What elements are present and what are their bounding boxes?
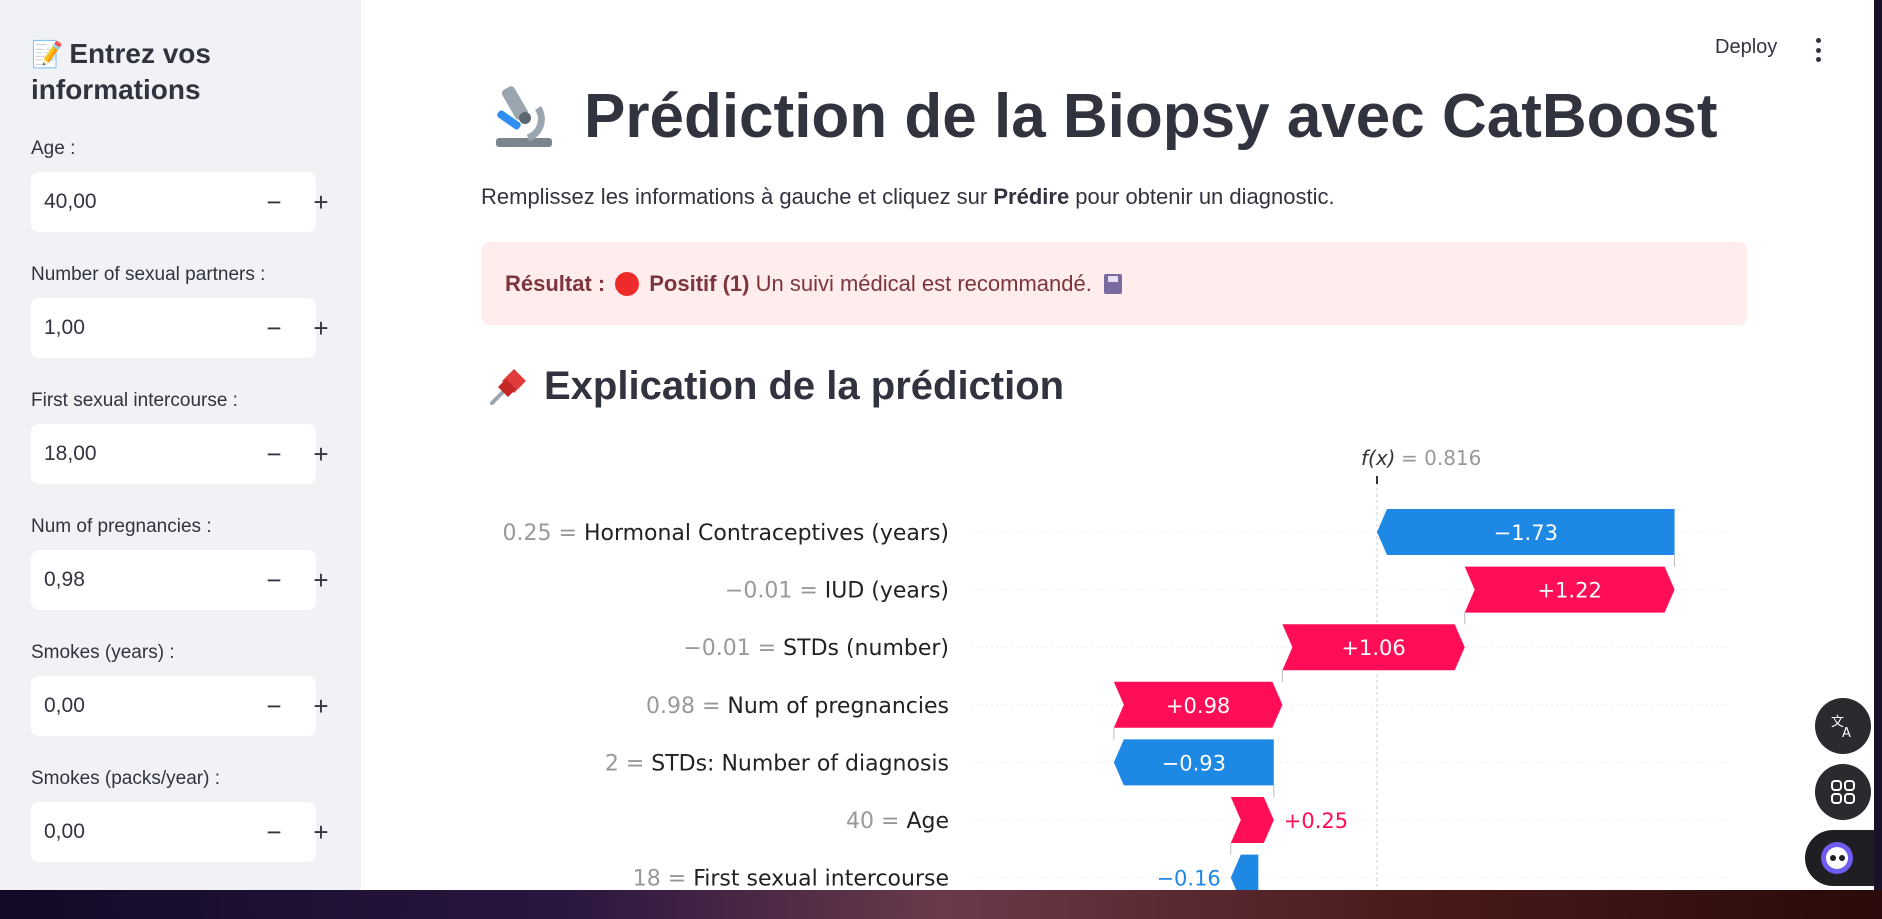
shap-value-label: +1.06 <box>1341 636 1405 660</box>
section-title: Explication de la prédiction <box>486 364 1064 409</box>
fx-label: f(x) <box>1361 446 1395 470</box>
number-input[interactable]: 0,00 − + <box>31 676 329 736</box>
feature-label: 40 = Age <box>846 809 949 834</box>
shap-bar <box>1282 624 1465 671</box>
microscope-icon <box>496 86 552 147</box>
field-label: Age : <box>31 138 76 159</box>
assistant-button[interactable] <box>1805 830 1874 886</box>
number-input[interactable]: 18,00 − + <box>31 424 329 484</box>
field-group: Smokes (packs/year) : 0,00 − + <box>31 768 330 862</box>
svg-text:A: A <box>1842 726 1851 740</box>
number-input-value[interactable]: 0,00 <box>44 694 85 717</box>
increment-button[interactable]: + <box>313 816 329 847</box>
translate-icon: 文 A <box>1831 715 1851 740</box>
number-input-value[interactable]: 18,00 <box>44 442 97 465</box>
feature-label: −0.01 = STDs (number) <box>683 636 949 661</box>
shap-bar <box>1464 566 1675 613</box>
number-input[interactable]: 0,98 − + <box>31 550 329 610</box>
number-input[interactable]: 0,00 − + <box>31 802 329 862</box>
increment-button[interactable]: + <box>313 690 329 721</box>
apps-grid-icon <box>1831 780 1855 804</box>
field-label: First sexual intercourse : <box>31 390 238 411</box>
decrement-button[interactable]: − <box>266 186 282 217</box>
fx-value: = 0.816 <box>1401 446 1481 470</box>
apps-button[interactable] <box>1815 764 1871 820</box>
sidebar: 📝 Entrez vos informations Age :40,00− + Num… <box>0 0 361 890</box>
feature-label: 2 = STDs: Number of diagnosis <box>605 751 949 776</box>
shap-value-label: −0.93 <box>1162 751 1226 775</box>
sidebar-title: 📝 Entrez vos informations <box>31 38 211 105</box>
increment-button[interactable]: + <box>313 564 329 595</box>
field-group: Num of pregnancies : 0,98 − + <box>31 516 330 610</box>
shap-waterfall-chart: f(x) = 0.816 0.25 = Hormonal Contraceptive… <box>503 446 1731 890</box>
shap-value-label: +1.22 <box>1537 579 1601 603</box>
feature-label: −0.01 = IUD (years) <box>725 579 949 604</box>
shap-bar <box>1377 509 1675 555</box>
increment-button[interactable]: + <box>313 438 329 469</box>
feature-label: 18 = First sexual intercourse <box>633 867 949 890</box>
increment-button[interactable]: + <box>313 312 329 343</box>
shap-bar <box>1230 854 1259 890</box>
number-input-value[interactable]: 0,98 <box>44 568 85 591</box>
predict-keyword: Prédire <box>993 184 1070 209</box>
number-input-value[interactable]: 40,00 <box>44 190 97 213</box>
field-label: Num of pregnancies : <box>31 516 212 537</box>
translate-button[interactable]: 文 A <box>1815 698 1871 754</box>
memo-icon: 📝 <box>31 39 64 69</box>
feature-label: 0.25 = Hormonal Contraceptives (years) <box>503 521 949 546</box>
floppy-disk-icon <box>1103 273 1122 294</box>
field-label: Smokes (packs/year) : <box>31 768 220 789</box>
field-group: Smokes (years) : 0,00 − + <box>31 642 330 736</box>
pushpin-icon <box>490 368 526 405</box>
deploy-button[interactable]: Deploy <box>1715 36 1778 58</box>
decrement-button[interactable]: − <box>266 816 282 847</box>
number-input[interactable]: 40,00 − + <box>31 172 329 232</box>
field-group: Age : 40,00 − + <box>31 138 330 232</box>
shap-bar <box>1230 797 1274 843</box>
field-label: Number of sexual partners : <box>31 264 266 285</box>
page-title: Prédiction de la Biopsy avec CatBoost <box>488 80 1718 152</box>
shap-value-label: +0.25 <box>1284 809 1348 833</box>
result-message: Un suivi médical est recommandé. <box>755 270 1092 296</box>
streamlit-app: 📝 Entrez vos informations Age :40,00− + Num… <box>0 0 1874 890</box>
decrement-button[interactable]: − <box>266 438 282 469</box>
sidebar-fields: Age :40,00− + Number of sexual partners :1… <box>31 138 330 862</box>
desktop-background <box>0 890 1882 919</box>
result-status: Positif (1) <box>649 270 750 296</box>
field-label: Smokes (years) : <box>31 642 175 663</box>
decrement-button[interactable]: − <box>266 564 282 595</box>
intro-text: Remplissez les informations à gauche et … <box>481 184 1335 209</box>
number-input-value[interactable]: 0,00 <box>44 820 85 843</box>
number-input[interactable]: 1,00 − + <box>31 298 329 358</box>
feature-label: 0.98 = Num of pregnancies <box>646 694 949 719</box>
main-menu-icon[interactable] <box>1810 36 1826 64</box>
assistant-face-icon <box>1821 842 1853 874</box>
field-group: Number of sexual partners : 1,00 − + <box>31 264 330 358</box>
svg-text:文: 文 <box>1831 715 1844 730</box>
decrement-button[interactable]: − <box>266 312 282 343</box>
shap-value-label: +0.98 <box>1166 694 1230 718</box>
shap-bar <box>1113 681 1283 728</box>
shap-value-label: −0.16 <box>1156 867 1220 890</box>
field-group: First sexual intercourse : 18,00 − + <box>31 390 330 484</box>
shap-bar <box>1113 739 1274 786</box>
number-input-value[interactable]: 1,00 <box>44 316 85 339</box>
result-alert: Résultat : Positif (1) Un suivi médical … <box>481 242 1747 325</box>
increment-button[interactable]: + <box>313 186 329 217</box>
decrement-button[interactable]: − <box>266 690 282 721</box>
shap-value-label: −1.73 <box>1494 521 1558 545</box>
red-circle-icon <box>615 271 640 296</box>
result-label: Résultat : <box>505 270 606 296</box>
